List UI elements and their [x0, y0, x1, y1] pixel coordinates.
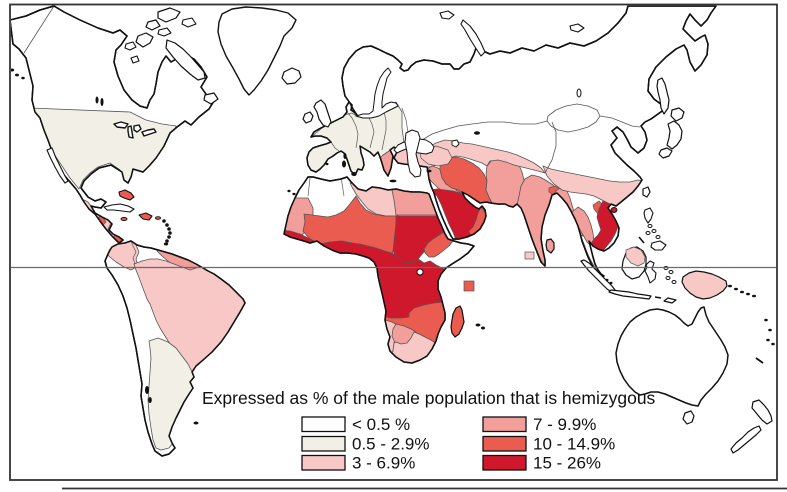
svg-text:15 - 26%: 15 - 26%	[533, 454, 601, 473]
svg-text:Expressed as % of the male pop: Expressed as % of the male population th…	[202, 388, 656, 408]
svg-text:< 0.5 %: < 0.5 %	[352, 415, 410, 434]
svg-text:10 - 14.9%: 10 - 14.9%	[533, 435, 615, 454]
svg-text:0.5 - 2.9%: 0.5 - 2.9%	[352, 435, 430, 454]
svg-text:7 - 9.9%: 7 - 9.9%	[533, 415, 596, 434]
svg-text:3 - 6.9%: 3 - 6.9%	[352, 454, 415, 473]
